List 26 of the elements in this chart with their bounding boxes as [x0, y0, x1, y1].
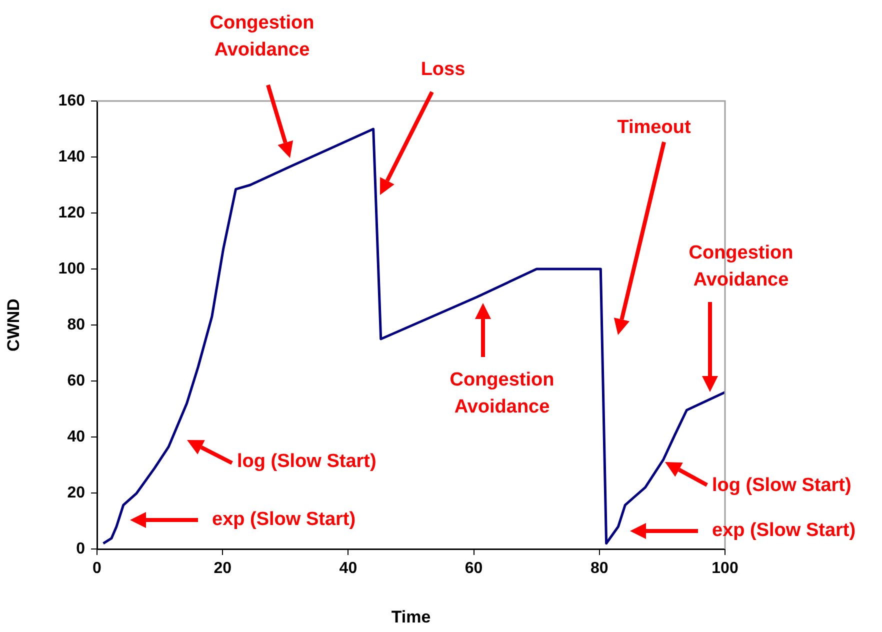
y-tick-label: 80 — [67, 316, 86, 334]
annotation: exp (Slow Start) — [212, 509, 356, 530]
x-tick-label: 40 — [339, 560, 358, 578]
text: Congestion Avoidance — [210, 12, 314, 61]
y-tick-label: 100 — [58, 260, 86, 278]
annotation: log (Slow Start) — [237, 451, 376, 472]
x-tick-label: 20 — [214, 560, 232, 578]
annotation: exp (Slow Start) — [712, 520, 856, 542]
y-tick-label: 140 — [58, 148, 86, 166]
annotation: Congestion Avoidance — [688, 242, 794, 291]
y-tick-label: 160 — [58, 92, 86, 110]
y-tick-label: 120 — [58, 204, 86, 222]
y-tick-label: 40 — [67, 428, 86, 446]
y-axis-title: CWND — [4, 298, 23, 352]
x-tick-label: 60 — [464, 560, 483, 578]
y-tick-label: 60 — [67, 372, 86, 390]
annotation: Timeout — [617, 117, 692, 138]
annotation: log (Slow Start) — [712, 475, 852, 496]
y-tick-label: 20 — [67, 484, 86, 502]
x-tick-label: 80 — [590, 560, 608, 578]
y-tick-label: 0 — [76, 540, 86, 558]
text: Loss — [420, 59, 466, 80]
x-tick-label: 100 — [712, 560, 738, 578]
annotation: Congestion Avoidance — [450, 370, 554, 418]
x-axis-title: Time — [391, 607, 431, 626]
x-tick-label: 0 — [92, 560, 102, 578]
